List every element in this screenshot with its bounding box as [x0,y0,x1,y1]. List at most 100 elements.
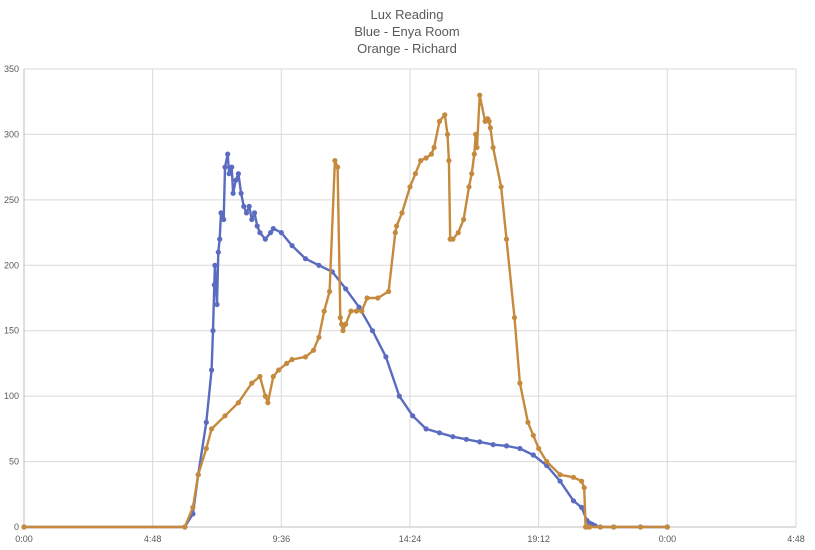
data-point [249,216,255,223]
series-1 [21,92,670,530]
data-point [418,158,424,164]
data-point [637,524,644,530]
data-point [359,308,365,314]
data-point [490,144,496,151]
data-point [442,112,448,118]
data-point [241,203,247,209]
data-point [222,164,228,170]
data-point [503,236,510,242]
data-point [597,524,603,530]
data-point [289,243,295,249]
data-point [233,177,239,183]
y-tick-labels: 0 50 100 150 200 250 300 350 [4,64,19,532]
data-point [579,478,585,484]
y-tick-label: 350 [4,64,19,74]
data-point [356,304,362,310]
data-point [289,356,295,363]
data-point [327,288,333,295]
data-point [450,434,456,440]
data-point [581,485,587,491]
data-point [557,472,563,478]
data-point [490,442,496,448]
data-point [364,295,370,301]
data-point [498,184,504,190]
data-point [428,151,434,157]
data-point [517,380,523,386]
data-point [446,158,452,164]
x-tick-label: 0:00 [659,534,677,544]
y-tick-label: 100 [4,391,19,401]
data-point [517,445,523,452]
data-point [536,445,542,452]
data-point [383,354,389,360]
x-tick-label: 19:12 [527,534,550,544]
chart-title-line-3: Orange - Richard [357,41,457,56]
data-point [396,393,402,399]
data-point [386,288,392,295]
data-point [182,524,188,530]
data-point [265,400,271,406]
data-point [486,118,492,124]
data-point [407,184,413,190]
data-point [230,190,236,196]
data-point [268,230,274,236]
y-tick-label: 250 [4,195,19,205]
data-point [235,400,241,406]
data-point [392,230,398,236]
data-point [211,282,217,288]
data-point [262,236,268,242]
data-point [21,524,27,530]
data-point [270,226,276,232]
data-point [511,315,518,321]
x-tick-label: 0:00 [15,534,33,544]
data-point [235,171,241,177]
x-tick-labels: 0:00 4:48 9:36 14:24 19:12 0:00 4:48 [15,534,805,544]
data-point [450,236,456,242]
data-point [238,190,244,196]
series-0 [21,151,670,530]
x-tick-label: 4:48 [144,534,162,544]
data-point [262,393,268,399]
data-point [257,373,263,380]
data-point [214,301,220,308]
gridlines [24,68,797,527]
data-point [570,474,577,480]
data-point [587,524,593,530]
data-point [544,459,550,465]
data-point [337,315,343,321]
data-point [203,445,209,452]
data-point [525,419,531,425]
data-point [229,164,235,170]
data-point [469,171,475,177]
data-point [302,256,309,262]
data-point [203,419,209,425]
data-point [455,230,461,236]
data-point [246,203,252,209]
data-point [399,210,405,216]
x-tick-label: 9:36 [273,534,291,544]
data-point [243,210,250,216]
data-point [335,164,341,170]
data-point [225,151,231,157]
data-point [487,125,493,131]
chart-title-line-2: Blue - Enya Room [354,24,460,39]
data-point [321,308,327,314]
data-point [436,430,443,436]
chart-title-line-1: Lux Reading [371,7,444,22]
data-point [316,334,322,340]
data-point [394,223,400,229]
data-point [477,92,483,98]
data-point [461,216,467,223]
data-point [423,426,429,432]
x-tick-label: 14:24 [399,534,422,544]
data-point [375,295,381,301]
data-point [353,308,359,314]
data-point [503,443,510,449]
y-tick-label: 50 [9,457,19,467]
data-point [340,328,346,334]
data-point [339,321,345,327]
data-point [332,158,338,164]
data-point [221,216,227,223]
data-point [278,230,284,236]
y-tick-label: 150 [4,326,19,336]
